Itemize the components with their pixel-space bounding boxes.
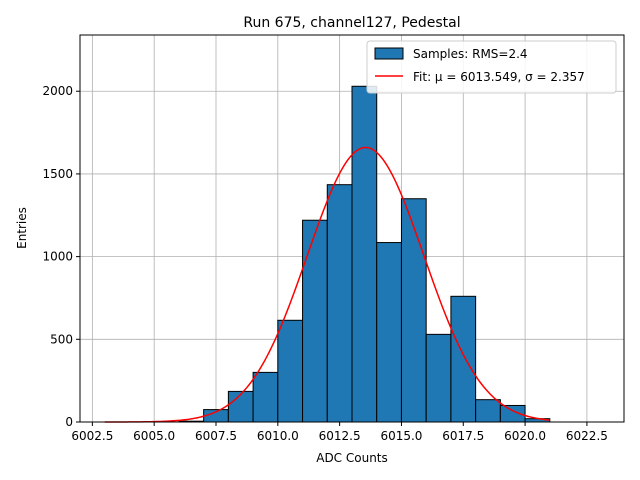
- y-tick-label: 1000: [42, 250, 73, 264]
- histogram-bar: [277, 319, 304, 423]
- x-tick-label: 6022.5: [566, 429, 608, 443]
- y-tick-label: 2000: [42, 84, 73, 98]
- chart-title: Run 675, channel127, Pedestal: [243, 15, 460, 31]
- histogram-bar: [351, 85, 378, 423]
- histogram-bar: [475, 399, 501, 423]
- x-axis-label: ADC Counts: [316, 451, 388, 465]
- y-axis-ticks: 0 500 1000 1500 2000: [42, 84, 80, 429]
- y-tick-label: 0: [65, 415, 73, 429]
- x-tick-label: 6007.5: [195, 429, 237, 443]
- x-tick-label: 6010.0: [257, 429, 299, 443]
- x-tick-label: 6002.5: [71, 429, 113, 443]
- fit-curve: [104, 146, 550, 423]
- histogram-bar: [326, 184, 353, 423]
- x-axis-ticks: 6002.5 6005.0 6007.5 6010.0 6012.5 6015.0 6017…: [71, 422, 608, 443]
- x-tick-label: 6015.0: [380, 429, 422, 443]
- x-tick-label: 6005.0: [133, 429, 175, 443]
- legend-box: [366, 40, 617, 94]
- legend-fit-label: Fit: μ = 6013.549, σ = 2.357: [413, 70, 585, 84]
- histogram-bar: [376, 242, 402, 423]
- y-tick-label: 500: [50, 332, 73, 346]
- plot-frame: [79, 34, 625, 423]
- x-tick-label: 6017.5: [442, 429, 484, 443]
- y-tick-label: 1500: [42, 167, 73, 181]
- histogram-bar: [252, 371, 279, 423]
- histogram-bar: [425, 333, 452, 423]
- histogram-bar: [302, 219, 328, 423]
- histogram-bar: [400, 198, 427, 423]
- x-tick-label: 6012.5: [319, 429, 361, 443]
- legend-samples-label: Samples: RMS=2.4: [413, 47, 528, 61]
- y-axis-label: Entries: [15, 207, 29, 249]
- x-tick-label: 6020.0: [504, 429, 546, 443]
- histogram-bar: [450, 295, 477, 423]
- histogram-bar: [227, 390, 254, 423]
- legend-samples-swatch: [374, 47, 404, 60]
- legend: Samples: RMS=2.4 Fit: μ = 6013.549, σ = …: [366, 40, 617, 94]
